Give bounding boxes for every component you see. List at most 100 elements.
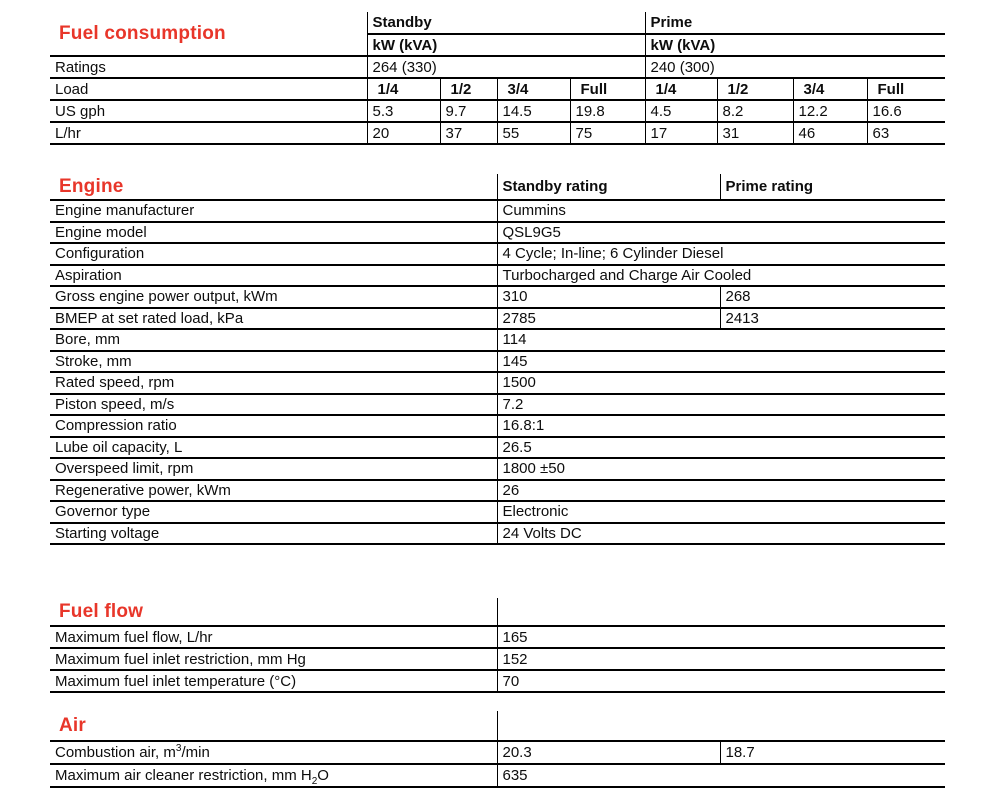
air-table: Air Combustion air, m3/min 20.3 18.7 Max… [50, 711, 945, 788]
l-hr-value: 55 [497, 122, 571, 145]
fuel-flow-row-value: 165 [497, 626, 945, 649]
load-header: 1/2 [440, 78, 498, 101]
prime-rating-value: 240 (300) [645, 56, 946, 79]
air-title: Air [59, 714, 86, 736]
empty-header-cell [497, 598, 945, 627]
us-gph-value: 8.2 [717, 100, 794, 123]
engine-row-value: 1500 [497, 372, 945, 395]
standby-rating-header: Standby rating [497, 174, 721, 201]
prime-unit-header: kW (kVA) [645, 34, 946, 57]
fuel-flow-table: Fuel flow Maximum fuel flow, L/hr 165 Ma… [50, 598, 945, 693]
engine-row-value: 114 [497, 329, 945, 352]
l-hr-value: 20 [367, 122, 441, 145]
fuel-flow-row-value: 70 [497, 670, 945, 693]
table-row: Maximum fuel inlet temperature (°C) 70 [50, 670, 945, 693]
table-row: US gph 5.3 9.7 14.5 19.8 4.5 8.2 12.2 16… [50, 100, 946, 123]
air-row-prime-value: 18.7 [720, 741, 945, 765]
air-row-value: 635 [497, 764, 945, 788]
load-header: Full [867, 78, 946, 101]
engine-row-value: 26.5 [497, 436, 945, 459]
table-row: Air [50, 711, 945, 742]
empty-header-cell [497, 711, 945, 742]
standby-group-header: Standby [367, 12, 646, 35]
engine-row-value: 7.2 [497, 393, 945, 416]
engine-table: Engine Standby rating Prime rating Engin… [50, 174, 945, 545]
table-row: Lube oil capacity, L 26.5 [50, 436, 945, 459]
load-header: 1/4 [645, 78, 718, 101]
engine-row-prime-value: 268 [720, 286, 945, 309]
load-header: 1/4 [367, 78, 441, 101]
table-row: Engine model QSL9G5 [50, 221, 945, 244]
engine-row-standby-value: 2785 [497, 307, 721, 330]
table-row: Gross engine power output, kWm 310 268 [50, 286, 945, 309]
table-row: Governor type Electronic [50, 501, 945, 524]
table-row: Bore, mm 114 [50, 329, 945, 352]
engine-row-standby-value: 310 [497, 286, 721, 309]
load-header: 1/2 [717, 78, 794, 101]
superscript-text: 3 [175, 743, 182, 754]
table-row: Stroke, mm 145 [50, 350, 945, 373]
table-row: Engine Standby rating Prime rating [50, 174, 945, 201]
prime-group-header: Prime [645, 12, 946, 35]
fuel-flow-row-label: Maximum fuel inlet temperature (°C) [50, 670, 498, 693]
l-hr-value: 75 [570, 122, 646, 145]
engine-row-label: Regenerative power, kWm [50, 479, 498, 502]
engine-row-label: Gross engine power output, kWm [50, 286, 498, 309]
engine-title: Engine [59, 175, 124, 197]
table-row: Maximum fuel inlet restriction, mm Hg 15… [50, 648, 945, 671]
l-hr-row-label: L/hr [50, 122, 368, 145]
engine-row-label: Configuration [50, 243, 498, 266]
us-gph-value: 19.8 [570, 100, 646, 123]
engine-row-value: 24 Volts DC [497, 522, 945, 545]
engine-row-label: Engine manufacturer [50, 200, 498, 223]
us-gph-value: 12.2 [793, 100, 868, 123]
table-row: L/hr 20 37 55 75 17 31 46 63 [50, 122, 946, 145]
us-gph-value: 16.6 [867, 100, 946, 123]
engine-row-value: Electronic [497, 501, 945, 524]
load-header: 3/4 [497, 78, 571, 101]
table-row: Overspeed limit, rpm 1800 ±50 [50, 458, 945, 481]
engine-row-value: 16.8:1 [497, 415, 945, 438]
section-title-cell: Fuel flow [50, 598, 498, 627]
table-row: Load 1/4 1/2 3/4 Full 1/4 1/2 3/4 Full [50, 78, 946, 101]
engine-row-label: Governor type [50, 501, 498, 524]
fuel-flow-row-label: Maximum fuel inlet restriction, mm Hg [50, 648, 498, 671]
table-row: Maximum fuel flow, L/hr 165 [50, 626, 945, 649]
section-title-cell: Air [50, 711, 498, 742]
engine-row-label: Lube oil capacity, L [50, 436, 498, 459]
engine-row-value: 1800 ±50 [497, 458, 945, 481]
engine-row-label: Bore, mm [50, 329, 498, 352]
standby-rating-value: 264 (330) [367, 56, 646, 79]
subscript-text: 2 [311, 776, 318, 787]
load-header: 3/4 [793, 78, 868, 101]
engine-row-value: Turbocharged and Charge Air Cooled [497, 264, 945, 287]
engine-row-value: 145 [497, 350, 945, 373]
engine-row-value: QSL9G5 [497, 221, 945, 244]
section-title-cell: Fuel consumption [50, 12, 368, 57]
air-row-label-text: Maximum air cleaner restriction, mm H [55, 767, 312, 784]
l-hr-value: 31 [717, 122, 794, 145]
engine-row-value: Cummins [497, 200, 945, 223]
engine-row-label: Overspeed limit, rpm [50, 458, 498, 481]
table-row: Compression ratio 16.8:1 [50, 415, 945, 438]
us-gph-value: 4.5 [645, 100, 718, 123]
table-row: Fuel consumption Standby Prime [50, 12, 946, 57]
table-row: Piston speed, m/s 7.2 [50, 393, 945, 416]
air-row-label-text: O [317, 767, 329, 784]
engine-row-label: Stroke, mm [50, 350, 498, 373]
air-row-label: Combustion air, m3/min [50, 741, 498, 765]
fuel-consumption-table: Fuel consumption Standby Prime kW (kVA) … [50, 12, 946, 145]
engine-row-label: Starting voltage [50, 522, 498, 545]
l-hr-value: 63 [867, 122, 946, 145]
ratings-row-label: Ratings [50, 56, 368, 79]
fuel-flow-row-label: Maximum fuel flow, L/hr [50, 626, 498, 649]
air-row-label-text: Combustion air, m [55, 744, 176, 761]
engine-row-label: Engine model [50, 221, 498, 244]
table-row: BMEP at set rated load, kPa 2785 2413 [50, 307, 945, 330]
standby-unit-header: kW (kVA) [367, 34, 646, 57]
table-row: kW (kVA) kW (kVA) [50, 34, 946, 57]
air-row-label-text: /min [181, 744, 210, 761]
load-row-label: Load [50, 78, 368, 101]
us-gph-value: 14.5 [497, 100, 571, 123]
